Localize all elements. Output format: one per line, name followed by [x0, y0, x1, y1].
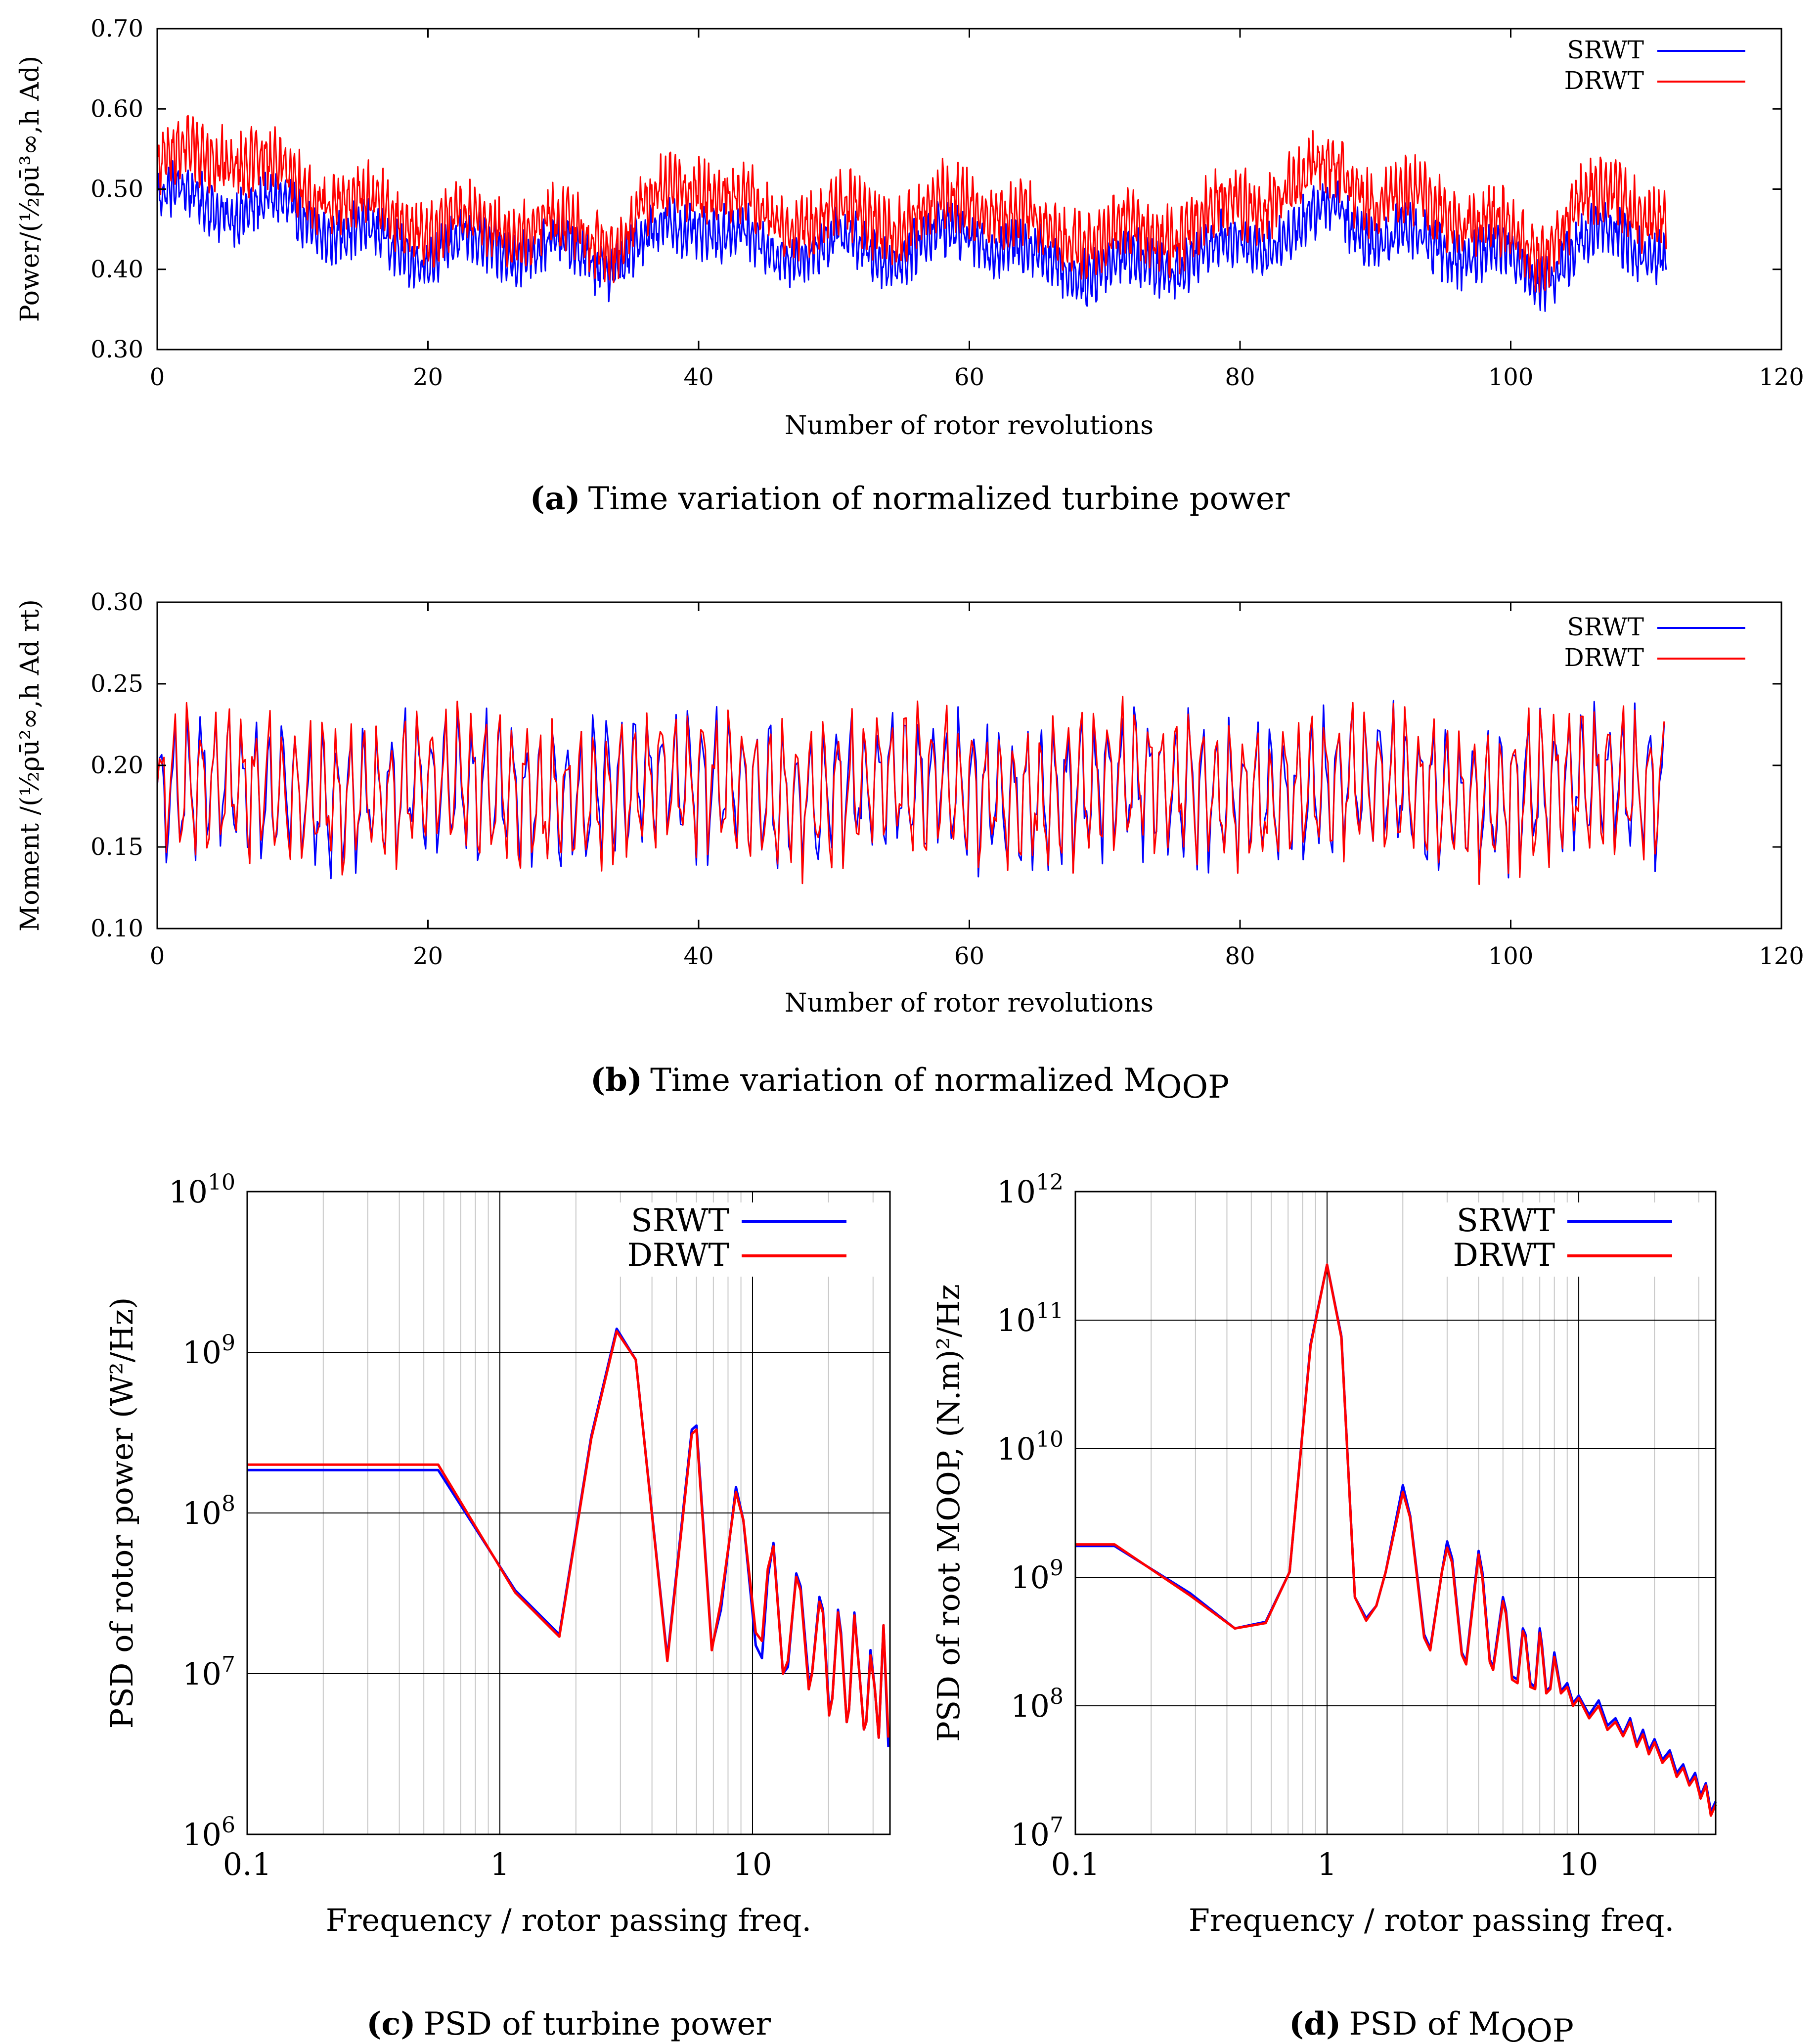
panel-a-ytick-label: 0.60	[90, 95, 143, 123]
panel-d-xtick-label: 0.1	[1051, 1846, 1100, 1882]
panel-c-ytick-label: 1010	[169, 1170, 235, 1210]
panel-c-ticks: 0.1 1 10 106 107 108 109 1010	[169, 1170, 772, 1882]
panel-c-ytick-label: 107	[182, 1652, 235, 1692]
panel-c-xtick-label: 0.1	[223, 1846, 272, 1882]
panel-a-xtick-label: 120	[1759, 363, 1804, 391]
panel-d-ylabel: PSD of root MOOP, (N.m)²/Hz	[931, 1284, 967, 1742]
panel-b-series-drwt	[156, 696, 1665, 885]
panel-a-xtick-label: 100	[1488, 363, 1534, 391]
panel-c-ylabel: PSD of rotor power (W²/Hz)	[104, 1297, 140, 1729]
panel-d-ytick-label: 108	[1011, 1684, 1064, 1724]
panel-c-caption: (c) PSD of turbine power	[366, 2005, 771, 2043]
panel-a-xtick-label: 20	[413, 363, 443, 391]
panel-c-ytick-label: 106	[182, 1813, 235, 1853]
panel-b-series	[156, 696, 1665, 885]
panel-b-legend: SRWT DRWT	[1564, 613, 1745, 672]
panel-c-grid	[247, 1192, 890, 1834]
panel-d-xtick-label: 1	[1317, 1846, 1336, 1882]
panel-a-caption: (a) Time variation of normalized turbine …	[530, 480, 1290, 517]
panel-b-ytick-label: 0.25	[90, 670, 143, 698]
panel-b-ylabel: Moment /(½ρū²∞,h Ad rt)	[15, 599, 45, 932]
panel-b-ytick-label: 0.15	[90, 833, 143, 861]
panel-c-series-srwt	[247, 1328, 890, 1747]
panel-b-xtick-label: 40	[683, 942, 713, 970]
panel-c-ytick-label: 108	[182, 1491, 235, 1531]
panel-a-legend-drwt: DRWT	[1564, 66, 1644, 95]
panel-d-legend-srwt: SRWT	[1457, 1202, 1555, 1239]
panel-a-xtick-label: 60	[954, 363, 984, 391]
panel-a-xtick-label: 80	[1225, 363, 1255, 391]
panel-a-xtick-label: 0	[150, 363, 165, 391]
panel-b-ytick-label: 0.30	[90, 588, 143, 616]
panel-b-xtick-label: 80	[1225, 942, 1255, 970]
panel-d-legend: SRWT DRWT	[1434, 1202, 1701, 1277]
panel-c-legend: SRWT DRWT	[608, 1202, 875, 1277]
panel-b-legend-srwt: SRWT	[1567, 613, 1644, 641]
panel-b-legend-drwt: DRWT	[1564, 643, 1644, 672]
panel-a-legend: SRWT DRWT	[1564, 36, 1745, 95]
panel-a-power-time: 0 20 40 60 80 100 120 0.30 0.40 0.50 0.60 0.70 Numb…	[15, 15, 1804, 517]
panel-d-frame	[1074, 1191, 1717, 1835]
panel-c-series-drwt	[247, 1330, 890, 1739]
panel-a-ticks: 0 20 40 60 80 100 120 0.30 0.40 0.50 0.60 0.70	[90, 15, 1804, 391]
panel-b-ytick-label: 0.20	[90, 752, 143, 779]
panel-c-legend-box	[608, 1202, 875, 1277]
panel-c-series	[247, 1328, 890, 1747]
panel-c-xtick-label: 10	[733, 1846, 772, 1882]
panel-c-power-psd: 0.1 1 10 106 107 108 109 1010 Frequency / rotor…	[104, 1170, 891, 2043]
panel-d-ytick-label: 109	[1011, 1555, 1064, 1596]
panel-d-legend-drwt: DRWT	[1453, 1237, 1555, 1274]
panel-c-xlabel: Frequency / rotor passing freq.	[326, 1902, 811, 1938]
panel-a-series-srwt	[156, 160, 1667, 312]
panel-d-ytick-label: 1010	[997, 1427, 1064, 1467]
panel-d-legend-box	[1434, 1202, 1701, 1277]
panel-b-caption: (b) Time variation of normalized MOOP	[590, 1062, 1229, 1106]
panel-d-caption: (d) PSD of MOOP	[1289, 2005, 1574, 2044]
panel-c-xtick-label: 1	[490, 1846, 509, 1882]
panel-c-ytick-label: 109	[182, 1331, 235, 1371]
panel-a-ytick-label: 0.40	[90, 256, 143, 283]
panel-d-moment-psd: 0.1 1 10 107 108 109 1010 1011 1012 Frequency / …	[931, 1170, 1717, 2044]
panel-c-legend-drwt: DRWT	[627, 1237, 729, 1274]
panel-b-moment-time: 0 20 40 60 80 100 120 0.10 0.15 0.20 0.25 0.30 Numb…	[15, 588, 1804, 1106]
panel-d-ytick-label: 1011	[997, 1298, 1064, 1338]
panel-d-xlabel: Frequency / rotor passing freq.	[1189, 1902, 1674, 1938]
panel-a-xtick-label: 40	[683, 363, 713, 391]
panel-b-ytick-label: 0.10	[90, 915, 143, 942]
panel-a-ylabel: Power/(½ρū³∞,h Ad)	[15, 56, 45, 322]
panel-d-grid	[1075, 1192, 1716, 1834]
panel-c-frame	[246, 1191, 891, 1835]
panel-b-ticks: 0 20 40 60 80 100 120 0.10 0.15 0.20 0.25 0.30	[90, 588, 1804, 970]
panel-a-series-drwt	[157, 115, 1667, 293]
panel-b-xtick-label: 120	[1759, 942, 1804, 970]
panel-d-ticks: 0.1 1 10 107 108 109 1010 1011 1012	[997, 1170, 1598, 1882]
panel-a-xlabel: Number of rotor revolutions	[785, 411, 1154, 441]
panel-d-ytick-label: 107	[1011, 1813, 1064, 1853]
panel-d-series-drwt	[1075, 1263, 1717, 1817]
panel-a-series	[156, 115, 1667, 312]
panel-b-xtick-label: 100	[1488, 942, 1534, 970]
panel-d-xtick-label: 10	[1559, 1846, 1598, 1882]
panel-b-xtick-label: 60	[954, 942, 984, 970]
panel-a-ytick-label: 0.30	[90, 336, 143, 363]
panel-a-ytick-label: 0.50	[90, 176, 143, 203]
panel-a-legend-srwt: SRWT	[1567, 36, 1644, 64]
panel-d-series	[1075, 1263, 1717, 1817]
panel-b-xtick-label: 20	[413, 942, 443, 970]
panel-c-legend-srwt: SRWT	[631, 1202, 729, 1239]
panel-d-ytick-label: 1012	[997, 1170, 1064, 1210]
panel-b-xtick-label: 0	[150, 942, 165, 970]
panel-a-ytick-label: 0.70	[90, 15, 143, 43]
panel-a-frame	[156, 28, 1782, 351]
panel-b-xlabel: Number of rotor revolutions	[785, 988, 1154, 1018]
